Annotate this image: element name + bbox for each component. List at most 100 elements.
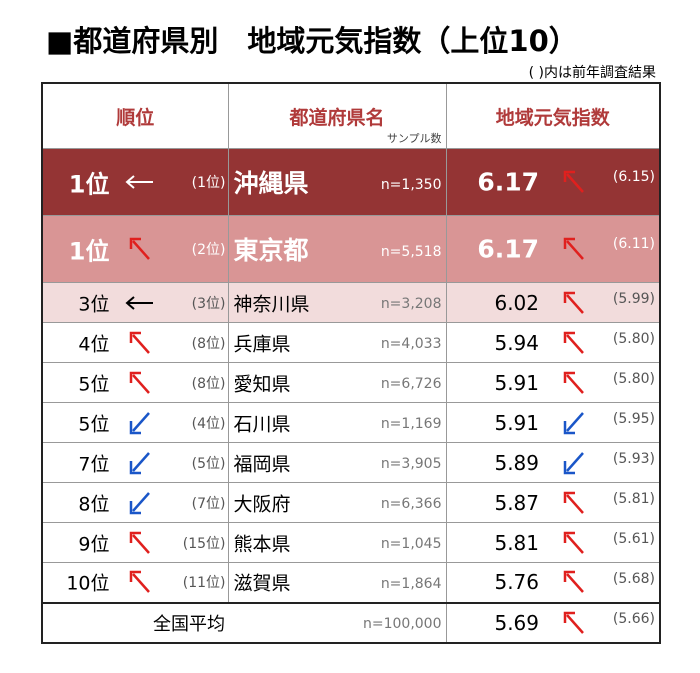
index-cell: 6.02 (5.99) xyxy=(445,282,661,323)
arrow-down-left-icon xyxy=(129,451,150,474)
prefecture-name: 熊本県 xyxy=(233,533,291,555)
table-row: 8位 (7位) 大阪府 n=6,366 5.87 (5.81) xyxy=(41,482,661,523)
rank-change xyxy=(125,491,155,515)
rank-change xyxy=(125,237,155,261)
index-value: 5.94 xyxy=(494,330,539,355)
prefecture-cell: 石川県 n=1,169 xyxy=(227,402,447,443)
previous-rank: (11位) xyxy=(182,575,226,592)
previous-index: (5.99) xyxy=(612,291,655,308)
rank-cell: 3位 (3位) xyxy=(41,282,229,323)
ranking-table: 順位 都道府県名 サンプル数 地域元気指数 1位 (1位) 沖縄県 n=1,350… xyxy=(41,82,661,644)
arrow-up-left-icon xyxy=(129,331,150,354)
rank: 1位 xyxy=(68,170,110,199)
index-value: 6.17 xyxy=(477,167,539,197)
index-change xyxy=(559,371,589,395)
rank-change xyxy=(125,451,155,475)
previous-index: (5.61) xyxy=(612,531,655,548)
previous-index: (5.81) xyxy=(612,491,655,508)
prefecture-cell: 東京都 n=5,518 xyxy=(227,215,447,283)
index-value: 5.87 xyxy=(494,490,539,515)
prefecture-name: 神奈川県 xyxy=(233,293,310,315)
rank-change xyxy=(125,291,155,315)
prefecture-cell: 滋賀県 n=1,864 xyxy=(227,562,447,603)
sample-count: n=1,169 xyxy=(380,416,442,433)
sample-count: n=5,518 xyxy=(380,244,442,261)
sample-count: n=100,000 xyxy=(363,616,442,633)
table-row: 5位 (4位) 石川県 n=1,169 5.91 (5.95) xyxy=(41,402,661,443)
index-value: 5.81 xyxy=(494,530,539,555)
rank-cell: 5位 (8位) xyxy=(41,362,229,403)
index-cell: 5.94 (5.80) xyxy=(445,322,661,363)
sample-count: n=6,366 xyxy=(380,496,442,513)
national-average-cell: 全国平均 n=100,000 xyxy=(41,601,447,643)
arrow-down-left-icon xyxy=(563,451,584,474)
arrow-up-left-icon xyxy=(563,371,584,394)
sample-count: n=1,045 xyxy=(380,536,442,553)
index-value: 5.69 xyxy=(494,610,539,635)
table-row: 3位 (3位) 神奈川県 n=3,208 6.02 (5.99) xyxy=(41,282,661,323)
table-row: 5位 (8位) 愛知県 n=6,726 5.91 (5.80) xyxy=(41,362,661,403)
header-rank: 順位 xyxy=(41,82,229,149)
prefecture-cell: 大阪府 n=6,366 xyxy=(227,482,447,523)
arrow-up-left-icon xyxy=(129,237,150,260)
prefecture-name: 愛知県 xyxy=(233,373,291,395)
index-change xyxy=(559,331,589,355)
index-change xyxy=(559,491,589,515)
prefecture-cell: 熊本県 n=1,045 xyxy=(227,522,447,563)
rank-cell: 8位 (7位) xyxy=(41,482,229,523)
index-cell: 5.81 (5.61) xyxy=(445,522,661,563)
index-value: 5.89 xyxy=(494,450,539,475)
previous-rank: (5位) xyxy=(191,455,226,472)
rank-cell: 9位 (15位) xyxy=(41,522,229,563)
rank: 5位 xyxy=(78,413,110,435)
sample-count: n=3,905 xyxy=(380,456,442,473)
prefecture-cell: 神奈川県 n=3,208 xyxy=(227,282,447,323)
index-value: 6.17 xyxy=(477,234,539,264)
previous-rank: (1位) xyxy=(191,175,226,191)
index-cell: 5.87 (5.81) xyxy=(445,482,661,523)
arrow-up-left-icon xyxy=(563,491,584,514)
rank-change xyxy=(125,170,155,194)
rank-cell: 7位 (5位) xyxy=(41,442,229,483)
prefecture-name: 大阪府 xyxy=(233,493,291,515)
arrow-up-left-icon xyxy=(563,531,584,554)
page-title: ■都道府県別 地域元気指数（上位10） xyxy=(46,24,578,58)
table-row: 10位 (11位) 滋賀県 n=1,864 5.76 (5.68) xyxy=(41,562,661,603)
rank-cell: 4位 (8位) xyxy=(41,322,229,363)
index-change xyxy=(559,170,589,194)
rank: 3位 xyxy=(78,293,110,315)
index-cell: 5.91 (5.95) xyxy=(445,402,661,443)
arrow-up-left-icon xyxy=(129,571,150,594)
previous-index: (6.11) xyxy=(612,235,655,252)
rank-change xyxy=(125,411,155,435)
national-average-label: 全国平均 xyxy=(153,613,225,635)
previous-index: (5.95) xyxy=(612,411,655,428)
sample-count: n=4,033 xyxy=(380,336,442,353)
index-change xyxy=(559,237,589,261)
arrow-down-left-icon xyxy=(129,491,150,514)
rank: 4位 xyxy=(78,333,110,355)
table-row: 1位 (1位) 沖縄県 n=1,350 6.17 (6.15) xyxy=(41,148,661,216)
index-change xyxy=(559,451,589,475)
rank-cell: 1位 (1位) xyxy=(41,148,229,216)
sample-count: n=6,726 xyxy=(380,376,442,393)
rank-cell: 10位 (11位) xyxy=(41,562,229,603)
prefecture-name: 滋賀県 xyxy=(233,572,291,595)
previous-rank: (2位) xyxy=(191,242,226,258)
previous-rank: (3位) xyxy=(191,295,226,312)
previous-rank: (7位) xyxy=(191,495,226,512)
rank-change xyxy=(125,570,155,594)
previous-index: (5.80) xyxy=(612,331,655,348)
prefecture-cell: 福岡県 n=3,905 xyxy=(227,442,447,483)
arrow-up-left-icon xyxy=(563,237,584,260)
arrow-down-left-icon xyxy=(129,411,150,434)
index-value: 6.02 xyxy=(494,290,539,315)
previous-rank: (4位) xyxy=(191,415,226,432)
previous-index: (5.66) xyxy=(612,611,655,628)
arrow-up-left-icon xyxy=(129,531,150,554)
table-row: 4位 (8位) 兵庫県 n=4,033 5.94 (5.80) xyxy=(41,322,661,363)
prefecture-name: 石川県 xyxy=(233,413,291,435)
previous-index: (5.80) xyxy=(612,371,655,388)
table-row: 7位 (5位) 福岡県 n=3,905 5.89 (5.93) xyxy=(41,442,661,483)
rank: 5位 xyxy=(78,373,110,395)
